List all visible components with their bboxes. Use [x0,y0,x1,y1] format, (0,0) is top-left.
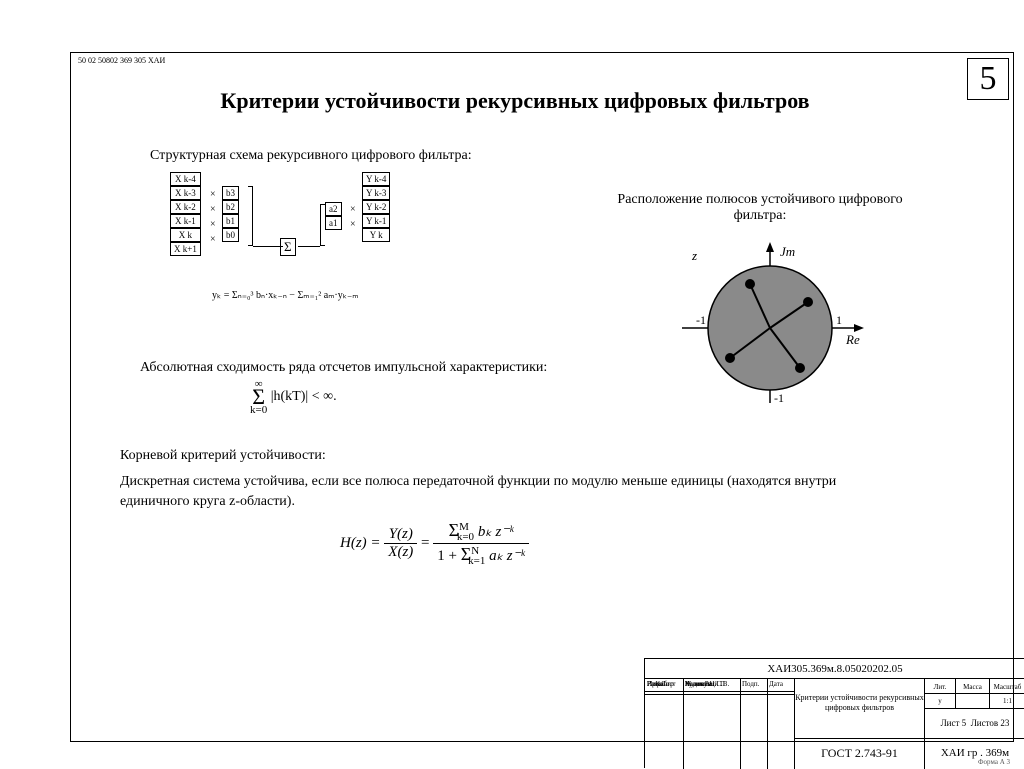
unit-circle-diagram: z Jm Re -1 1 -1 [670,238,870,418]
b-cell: b1 [222,214,239,228]
root-criterion-heading: Корневой критерий устойчивости: [120,448,326,464]
y-cell: Y k-4 [362,172,390,186]
x-cell: X k-4 [170,172,201,186]
svg-text:Re: Re [845,332,860,347]
abs-convergence-caption: Абсолютная сходимость ряда отсчетов импу… [140,360,547,376]
yk-formula: yₖ = Σₙ₌₀³ bₙ·xₖ₋ₙ − Σₘ₌₁² aₘ·yₖ₋ₘ [212,290,359,301]
form-label: Форма А 3 [978,758,1010,766]
b-cell: b3 [222,186,239,200]
schema-caption: Структурная схема рекурсивного цифрового… [150,148,472,164]
header-code: 50 02 50802 369 305 ХАИ [78,56,165,65]
transfer-function: H(z) = Y(z) X(z) = ΣMk=0 bₖ z⁻ᵏ 1 + ΣNk=… [340,520,529,567]
signatures-grid: Изм.Лист№ докум.Подп.ДатаРазраб.Кулик Р.… [645,679,795,769]
title-block: ХАИ305.369м.8.05020202.05 Изм.Лист№ доку… [644,658,1024,768]
abs-convergence-formula: ∞ Σ k=0 |h(kT)| < ∞. [250,378,337,416]
sum-symbol: Σ [280,238,296,256]
y-cell: Y k-3 [362,186,390,200]
root-criterion-text: Дискретная система устойчива, если все п… [120,472,880,511]
doc-code: ХАИ305.369м.8.05020202.05 [645,659,1024,679]
poles-caption: Расположение полюсов устойчивого цифрово… [600,192,920,224]
x-cell: X k-1 [170,214,201,228]
svg-text:-1: -1 [774,391,784,405]
x-cell: X k-2 [170,200,201,214]
svg-text:-1: -1 [696,313,706,327]
b-cell: b2 [222,200,239,214]
y-cell: Y k-2 [362,200,390,214]
a-cell: a2 [325,202,342,216]
lit-mass-scale: Лит.у Масса Масштаб1:1 [925,679,1024,709]
x-cell: X k [170,228,201,242]
b-cell: b0 [222,228,239,242]
svg-text:Jm: Jm [780,244,795,259]
page-title: Критерии устойчивости рекурсивных цифров… [70,88,960,114]
svg-text:1: 1 [836,313,842,327]
page-number: 5 [967,58,1009,100]
svg-text:z: z [691,248,697,263]
y-cell: Y k-1 [362,214,390,228]
filter-schema: X k-4 X k-3 X k-2 X k-1 X k X k+1 × × × … [170,172,450,302]
x-cell: X k-3 [170,186,201,200]
gost-ref: ГОСТ 2.743-91 [795,739,925,769]
doc-title: Критерии устойчивости рекурсивных цифров… [795,679,925,739]
sheet-info: Лист 5 Листов 23 [925,709,1024,739]
a-cell: a1 [325,216,342,230]
y-cell: Y k [362,228,390,242]
x-cell: X k+1 [170,242,201,256]
